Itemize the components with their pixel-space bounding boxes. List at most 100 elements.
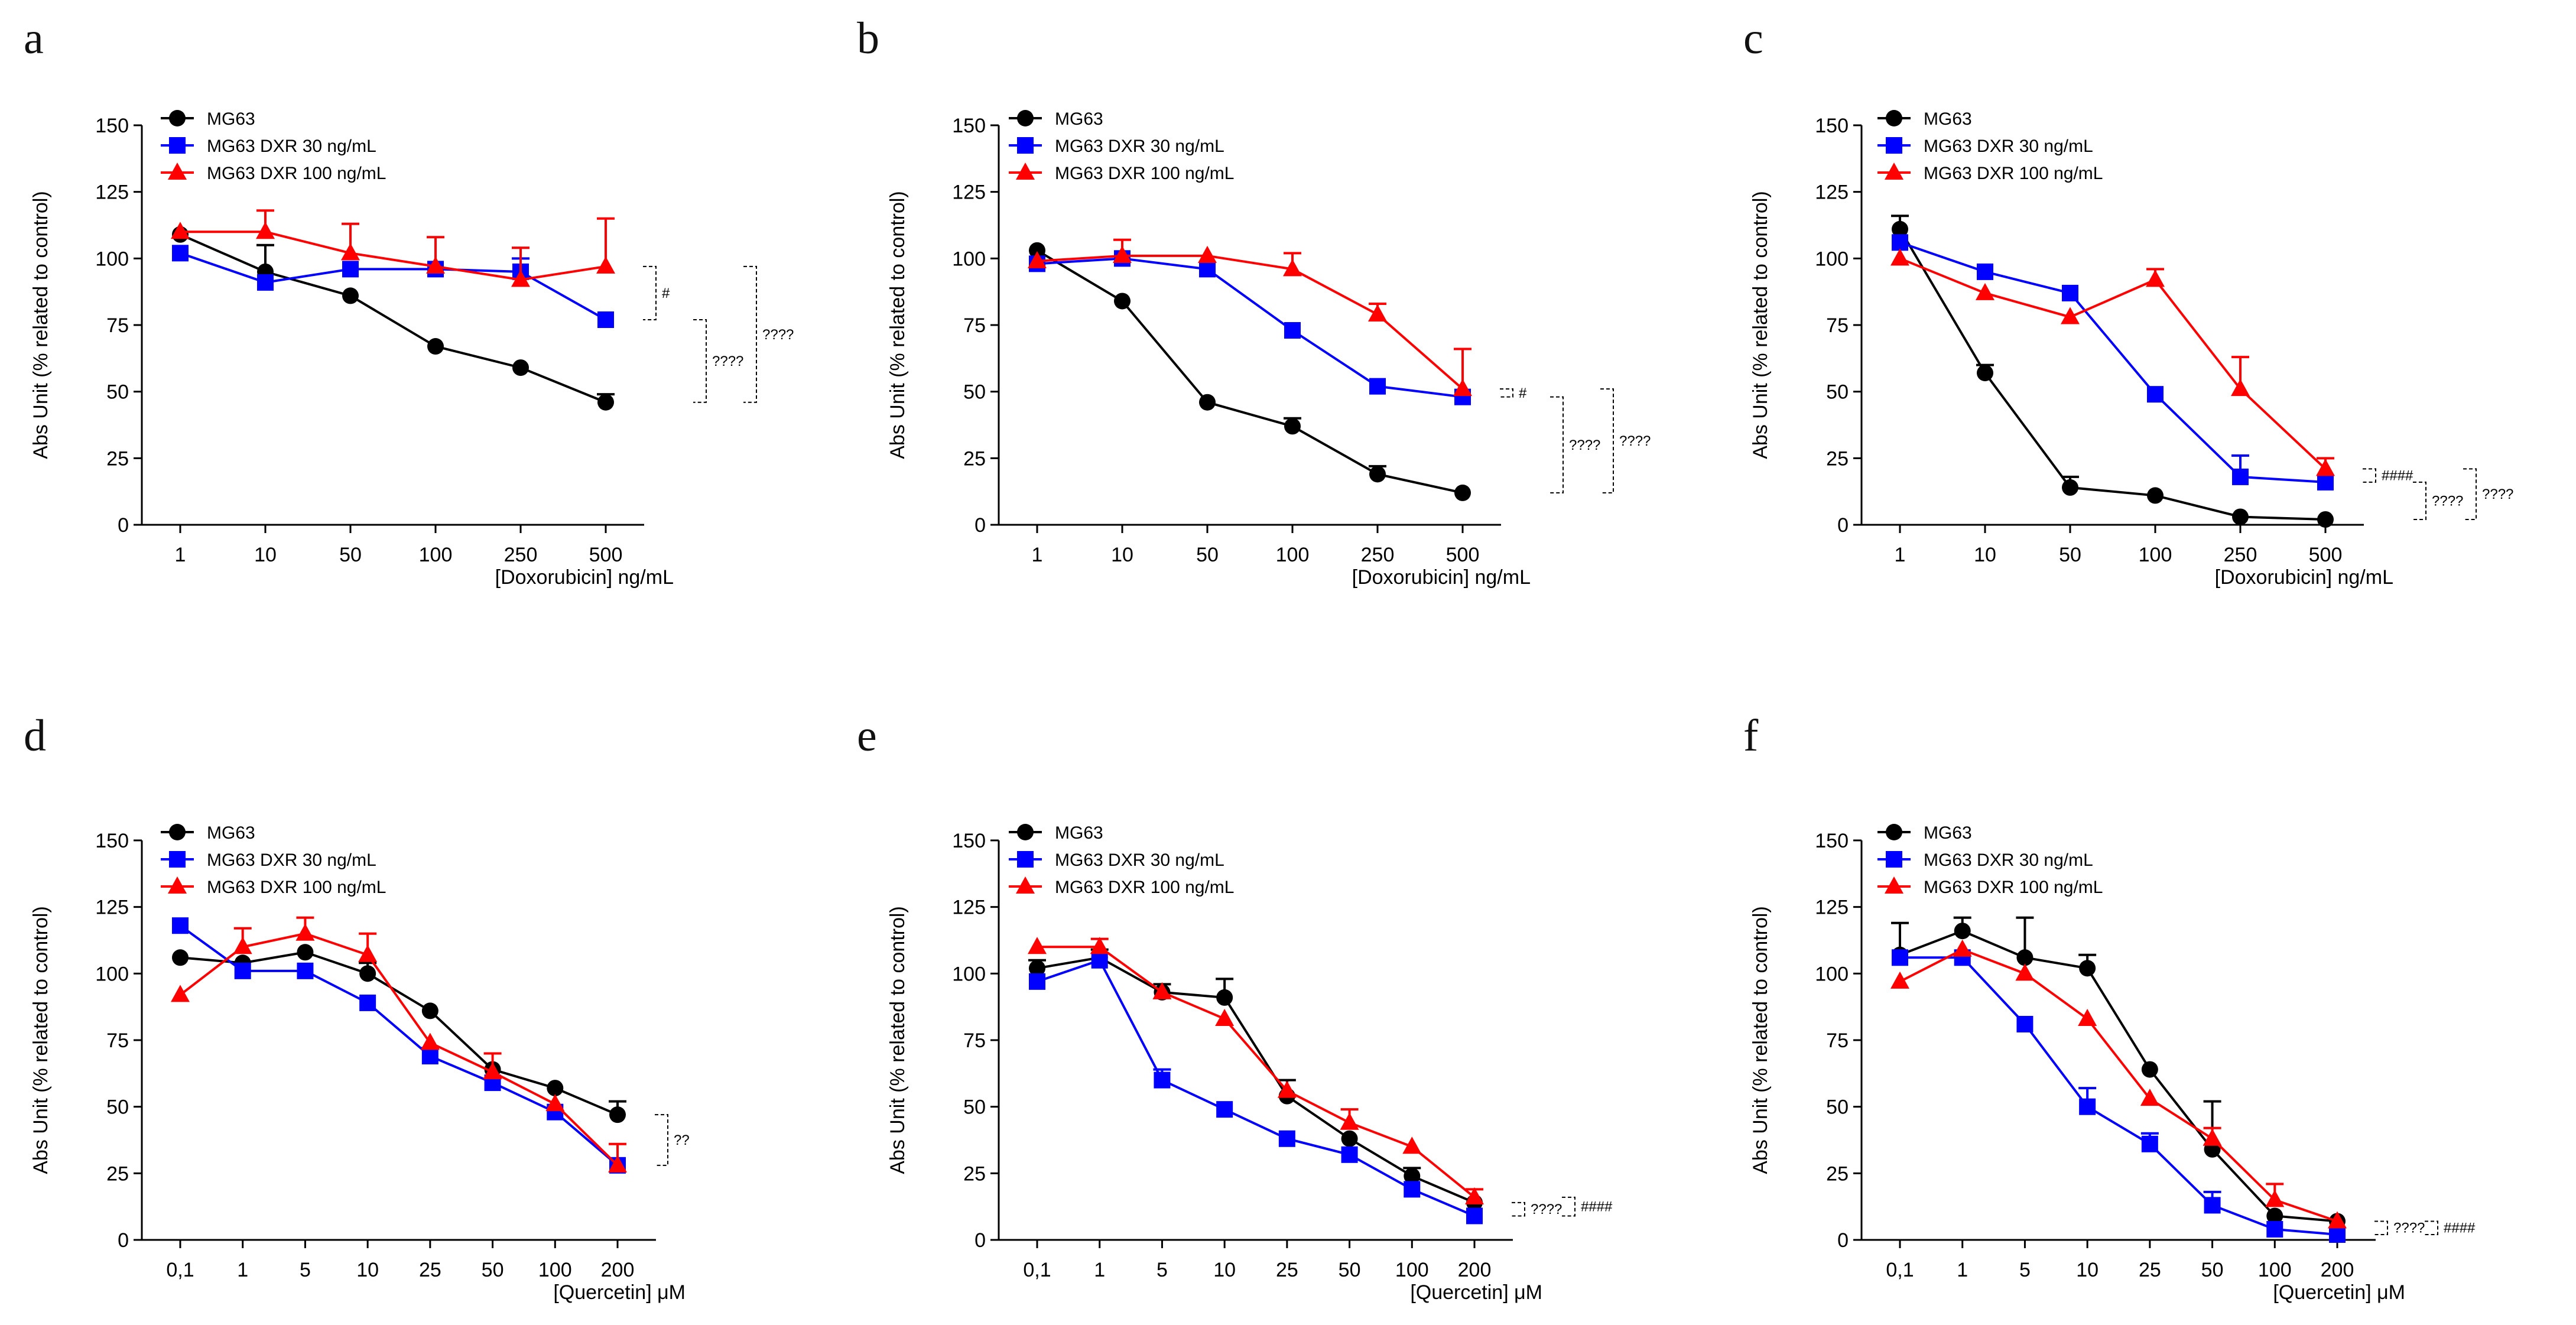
data-point	[1890, 971, 1909, 989]
x-tick-label: 50	[2059, 544, 2081, 566]
data-point	[421, 1048, 438, 1065]
data-point	[342, 287, 359, 304]
x-tick-label: 50	[1339, 1259, 1361, 1281]
y-axis-title: Abs Unit (% related to control)	[886, 191, 909, 459]
x-tick-label: 100	[538, 1259, 572, 1281]
chart-panel-d: d 0 25 50 75 100 125 150 0,1 1 5 10 25 50 100 200 Abs Un…	[24, 711, 690, 1304]
data-point	[297, 944, 314, 961]
data-point	[1028, 937, 1047, 954]
series-line	[1900, 956, 2338, 1236]
x-tick-label: 50	[339, 544, 362, 566]
y-tick-label: 100	[1815, 963, 1849, 985]
data-point	[2140, 1089, 2159, 1106]
legend-marker	[169, 851, 186, 868]
data-point	[1976, 282, 1994, 300]
data-point	[256, 222, 275, 239]
y-tick-label: 50	[963, 1096, 986, 1119]
data-point	[1283, 259, 1302, 277]
series-2	[171, 916, 627, 1173]
y-tick-label: 25	[963, 1162, 986, 1185]
y-tick-label: 100	[1815, 248, 1849, 270]
x-tick-label: 250	[1361, 544, 1395, 566]
series-0	[1891, 916, 2346, 1230]
y-tick-label: 50	[963, 381, 986, 404]
data-point	[2147, 386, 2164, 403]
y-tick-label: 100	[95, 248, 129, 270]
data-point	[420, 1032, 440, 1050]
legend-label: MG63 DXR 30 ng/mL	[1055, 850, 1224, 870]
series-1	[1892, 949, 2346, 1243]
data-point	[1216, 1101, 1233, 1118]
legend-label: MG63	[1924, 109, 1972, 129]
chart-panel-f: f 0 25 50 75 100 125 150 0,1 1 5 10 25 50 100 200 Abs Un…	[1743, 711, 2476, 1304]
data-point	[1977, 365, 1993, 382]
legend: MG63 MG63 DXR 30 ng/mL MG63 DXR 100 ng/mL	[161, 109, 386, 183]
legend-marker	[1017, 137, 1034, 154]
legend-marker	[169, 110, 186, 126]
x-tick-label: 0,1	[1023, 1259, 1051, 1281]
y-axis-title: Abs Unit (% related to control)	[30, 906, 52, 1174]
y-tick-label: 150	[952, 115, 986, 137]
data-point	[547, 1080, 564, 1097]
significance-label: ????	[2482, 486, 2513, 502]
x-tick-label: 10	[254, 544, 277, 566]
data-point	[2266, 1207, 2283, 1225]
series-line	[179, 932, 619, 1167]
series-line	[1037, 257, 1463, 398]
series-0	[172, 226, 615, 411]
x-axis-title: [Quercetin] μM	[553, 1281, 686, 1304]
panel-letter: e	[857, 711, 877, 761]
series-1	[1892, 234, 2334, 491]
data-point	[1953, 939, 1972, 957]
x-tick-label: 0,1	[1886, 1259, 1914, 1281]
y-tick-label: 0	[118, 1229, 129, 1252]
x-tick-label: 25	[1276, 1259, 1298, 1281]
x-tick-label: 250	[504, 544, 538, 566]
significance-bracket	[1562, 1196, 1576, 1217]
x-tick-label: 10	[1974, 544, 1996, 566]
x-axis-title: [Doxorubicin] ng/mL	[2215, 566, 2393, 589]
data-point	[1090, 937, 1109, 954]
y-tick-label: 100	[95, 963, 129, 985]
x-tick-label: 1	[1957, 1259, 1968, 1281]
significance-label: ????	[2393, 1220, 2425, 1236]
data-point	[1284, 322, 1301, 339]
data-point	[1465, 1187, 1484, 1204]
data-point	[597, 394, 614, 411]
data-point	[2141, 1135, 2158, 1152]
chart-panel-a: a 0 25 50 75 100 125 150 1 10 50 100 250 500 Abs Unit …	[24, 14, 794, 589]
data-point	[1453, 379, 1472, 397]
data-point	[511, 269, 530, 287]
y-tick-label: 75	[106, 1030, 129, 1052]
panel-letter: a	[24, 14, 44, 63]
series-1	[1029, 951, 1483, 1225]
legend-marker	[169, 824, 186, 840]
series-line	[180, 951, 618, 1116]
data-point	[1369, 378, 1386, 395]
y-tick-label: 25	[963, 447, 986, 470]
x-tick-label: 500	[2309, 544, 2343, 566]
data-point	[1892, 949, 1908, 966]
data-point	[1278, 1130, 1295, 1147]
data-point	[427, 338, 444, 355]
data-point	[172, 245, 189, 262]
significance-label: ####	[2382, 468, 2413, 484]
y-tick-label: 75	[106, 314, 129, 337]
series-0	[1891, 215, 2334, 528]
data-point	[1977, 263, 1993, 280]
x-tick-label: 5	[2019, 1259, 2031, 1281]
legend: MG63 MG63 DXR 30 ng/mL MG63 DXR 100 ng/mL	[161, 823, 386, 897]
significance-bracket	[693, 319, 707, 403]
data-point	[2146, 269, 2165, 287]
significance-label: ????	[1619, 433, 1651, 449]
significance-label: #	[1519, 385, 1527, 401]
legend-label: MG63	[207, 109, 255, 129]
data-point	[1152, 982, 1172, 999]
panel-letter: f	[1743, 711, 1759, 761]
series-line	[1899, 257, 2327, 470]
significance-bracket	[1600, 388, 1614, 493]
data-point	[2079, 960, 2096, 977]
data-point	[2317, 511, 2334, 528]
data-point	[2016, 949, 2033, 966]
series-2	[1890, 248, 2335, 476]
